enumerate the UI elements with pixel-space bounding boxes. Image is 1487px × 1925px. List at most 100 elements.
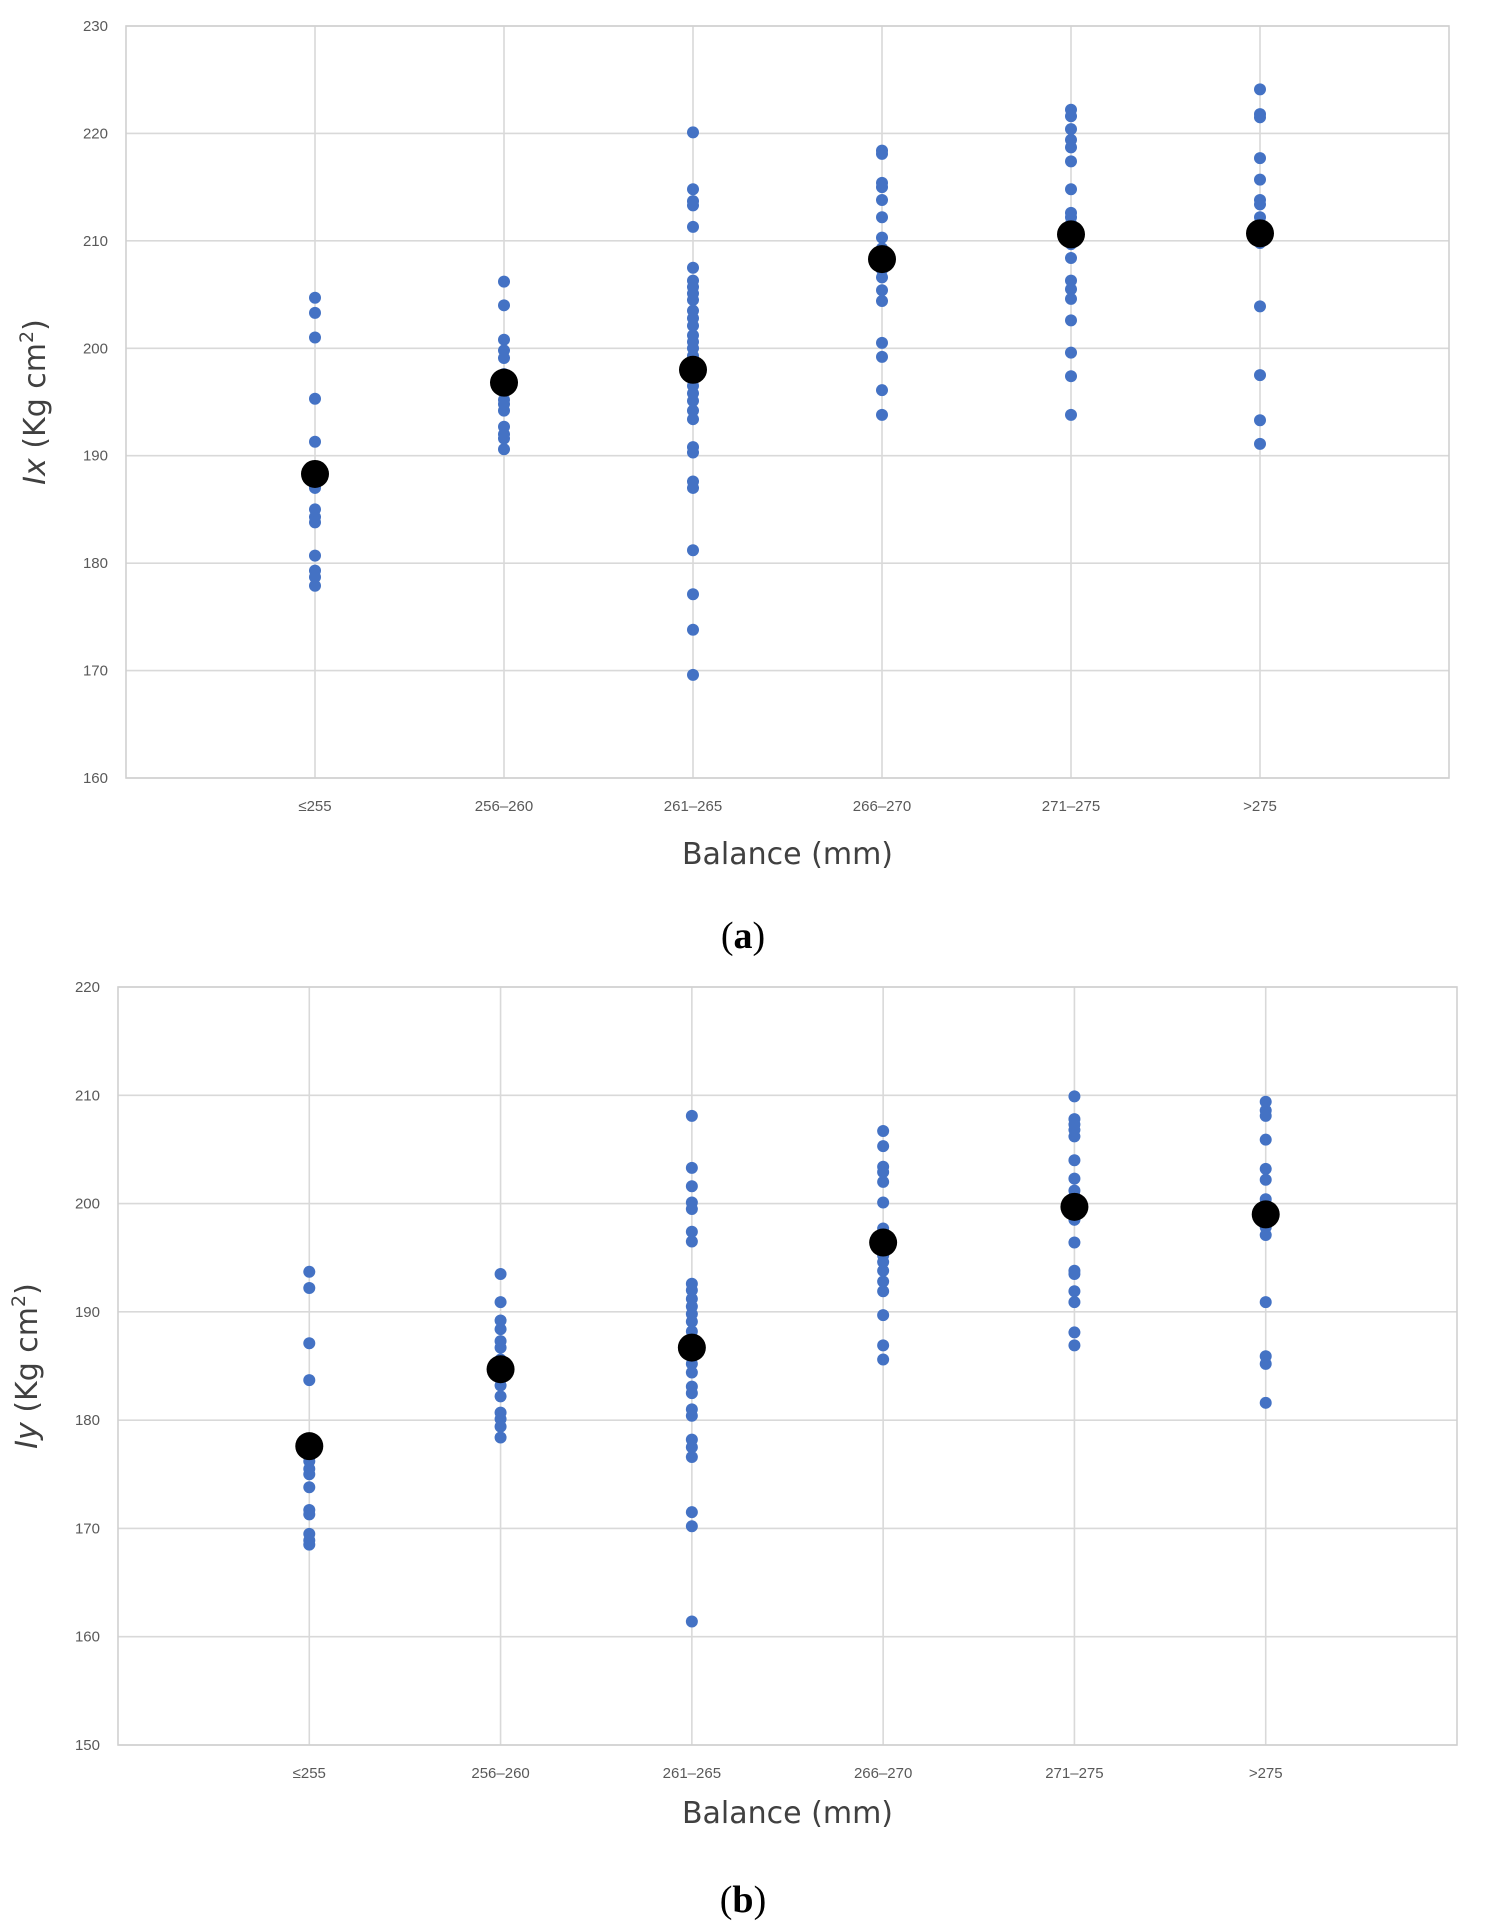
chart-a-point-3-10 <box>876 271 888 284</box>
chart-b-point-5-4 <box>1259 1162 1272 1175</box>
chart-a-point-0-0 <box>309 291 321 304</box>
chart-b-y-axis-title: Iy (Kg cm2) <box>8 1283 45 1449</box>
chart-a-point-2-24 <box>687 413 699 426</box>
chart-b-point-0-3 <box>303 1374 316 1387</box>
chart-a-point-1-2 <box>498 333 510 346</box>
chart-a-point-2-31 <box>687 623 699 636</box>
chart-a-point-2-30 <box>687 588 699 601</box>
chart-a-point-5-6 <box>1254 198 1266 211</box>
chart-a-x-tick-label-3: 266–270 <box>853 798 911 815</box>
chart-b-x-tick-label-0: ≤255 <box>293 1765 326 1782</box>
chart-a-x-tick-label-5: >275 <box>1243 798 1277 815</box>
chart-a-x-axis-title: Balance (mm) <box>682 837 893 872</box>
chart-b-point-2-26 <box>685 1520 698 1533</box>
chart-b-x-tick-label-4: 271–275 <box>1045 1765 1103 1782</box>
chart-b-point-2-24 <box>685 1450 698 1463</box>
chart-a-point-5-2 <box>1254 111 1266 124</box>
chart-b-point-3-12 <box>877 1275 890 1288</box>
chart-b-point-1-13 <box>494 1431 507 1444</box>
chart-a-point-2-0 <box>687 126 699 139</box>
chart-b-point-5-2 <box>1259 1109 1272 1122</box>
chart-b-point-5-10 <box>1259 1228 1272 1241</box>
chart-b: 150 160 170 180 190 200 210 220 ≤255 256–260 261–2… <box>8 979 1458 1921</box>
chart-b-point-5-13 <box>1259 1357 1272 1370</box>
chart-b-x-tick-label-2: 261–265 <box>663 1765 721 1782</box>
chart-b-mean-0 <box>295 1432 324 1461</box>
chart-a: 160 170 180 190 200 210 220 230 ≤255 256–260 261–2… <box>16 18 1450 957</box>
chart-b-point-1-3 <box>494 1323 507 1336</box>
chart-a-point-5-4 <box>1254 173 1266 186</box>
chart-b-plot-frame <box>117 986 1458 1746</box>
chart-a-x-tick-label-4: 271–275 <box>1042 798 1100 815</box>
chart-a-mean-3 <box>868 245 896 274</box>
chart-a-point-4-17 <box>1065 346 1077 359</box>
chart-b-point-2-1 <box>685 1161 698 1174</box>
chart-b-point-0-10 <box>303 1508 316 1521</box>
chart-a-point-0-9 <box>309 516 321 529</box>
chart-b-point-3-3 <box>877 1166 890 1179</box>
chart-b-point-3-11 <box>877 1264 890 1277</box>
chart-a-y-tick-label-4: 200 <box>83 340 108 357</box>
chart-a-point-4-4 <box>1065 141 1077 154</box>
chart-b-point-2-25 <box>685 1506 698 1519</box>
chart-a-point-3-15 <box>876 384 888 397</box>
chart-b-point-3-14 <box>877 1309 890 1322</box>
chart-a-point-4-15 <box>1065 292 1077 305</box>
chart-b-mean-5 <box>1251 1200 1280 1229</box>
chart-b-point-5-0 <box>1259 1095 1272 1108</box>
chart-b-point-2-23 <box>685 1441 698 1454</box>
chart-b-point-2-21 <box>685 1409 698 1422</box>
chart-a-y-tick-label-0: 160 <box>83 770 108 787</box>
chart-b-point-5-14 <box>1259 1396 1272 1409</box>
chart-b-x-tick-label-1: 256–260 <box>471 1765 529 1782</box>
chart-a-point-2-29 <box>687 544 699 557</box>
chart-b-point-4-5 <box>1068 1154 1081 1167</box>
chart-a-point-0-12 <box>309 571 321 584</box>
chart-b-point-5-5 <box>1259 1173 1272 1186</box>
chart-a-point-2-26 <box>687 446 699 459</box>
chart-a-point-3-12 <box>876 295 888 308</box>
chart-a-point-3-3 <box>876 181 888 194</box>
chart-b-panel-label: (b) <box>720 1879 766 1921</box>
chart-b-point-3-5 <box>877 1196 890 1209</box>
chart-b-x-axis-title: Balance (mm) <box>682 1796 893 1831</box>
chart-b-point-2-0 <box>685 1109 698 1122</box>
chart-b-y-tick-label-4: 190 <box>75 1304 100 1321</box>
chart-a-point-3-14 <box>876 350 888 363</box>
chart-b-point-1-12 <box>494 1420 507 1433</box>
chart-a-point-5-14 <box>1254 437 1266 450</box>
chart-a-y-tick-label-1: 170 <box>83 663 108 680</box>
chart-b-point-3-10 <box>877 1256 890 1269</box>
chart-a-point-1-4 <box>498 351 510 364</box>
chart-b-point-2-4 <box>685 1202 698 1215</box>
chart-b-mean-2 <box>677 1333 706 1362</box>
chart-b-point-2-19 <box>685 1387 698 1400</box>
chart-b-y-tick-label-6: 210 <box>75 1087 100 1104</box>
chart-a-point-3-1 <box>876 147 888 160</box>
chart-a-point-4-5 <box>1065 155 1077 168</box>
chart-a-point-5-3 <box>1254 152 1266 165</box>
chart-a-point-1-12 <box>498 432 510 445</box>
chart-a-point-0-10 <box>309 549 321 562</box>
chart-a-point-1-13 <box>498 443 510 456</box>
chart-a-mean-1 <box>490 368 518 397</box>
chart-a-y-axis-title: Ix (Kg cm2) <box>16 319 53 485</box>
chart-a-point-3-5 <box>876 211 888 224</box>
chart-b-point-5-3 <box>1259 1133 1272 1146</box>
chart-a-point-3-16 <box>876 408 888 421</box>
chart-b-point-0-2 <box>303 1337 316 1350</box>
chart-b-point-4-17 <box>1068 1339 1081 1352</box>
chart-b-point-2-2 <box>685 1180 698 1193</box>
chart-b-point-2-6 <box>685 1235 698 1248</box>
chart-b-point-4-11 <box>1068 1236 1081 1249</box>
chart-a-point-0-13 <box>309 579 321 592</box>
chart-b-y-tick-label-5: 200 <box>75 1196 100 1213</box>
chart-b-point-2-12 <box>685 1315 698 1328</box>
chart-b-mean-3 <box>869 1228 898 1257</box>
chart-b-point-1-2 <box>494 1314 507 1327</box>
chart-a-point-4-16 <box>1065 314 1077 327</box>
chart-a-y-tick-label-6: 220 <box>83 125 108 142</box>
chart-a-point-2-23 <box>687 404 699 417</box>
chart-a-panel-label: (a) <box>721 915 765 957</box>
chart-b-point-0-1 <box>303 1282 316 1295</box>
